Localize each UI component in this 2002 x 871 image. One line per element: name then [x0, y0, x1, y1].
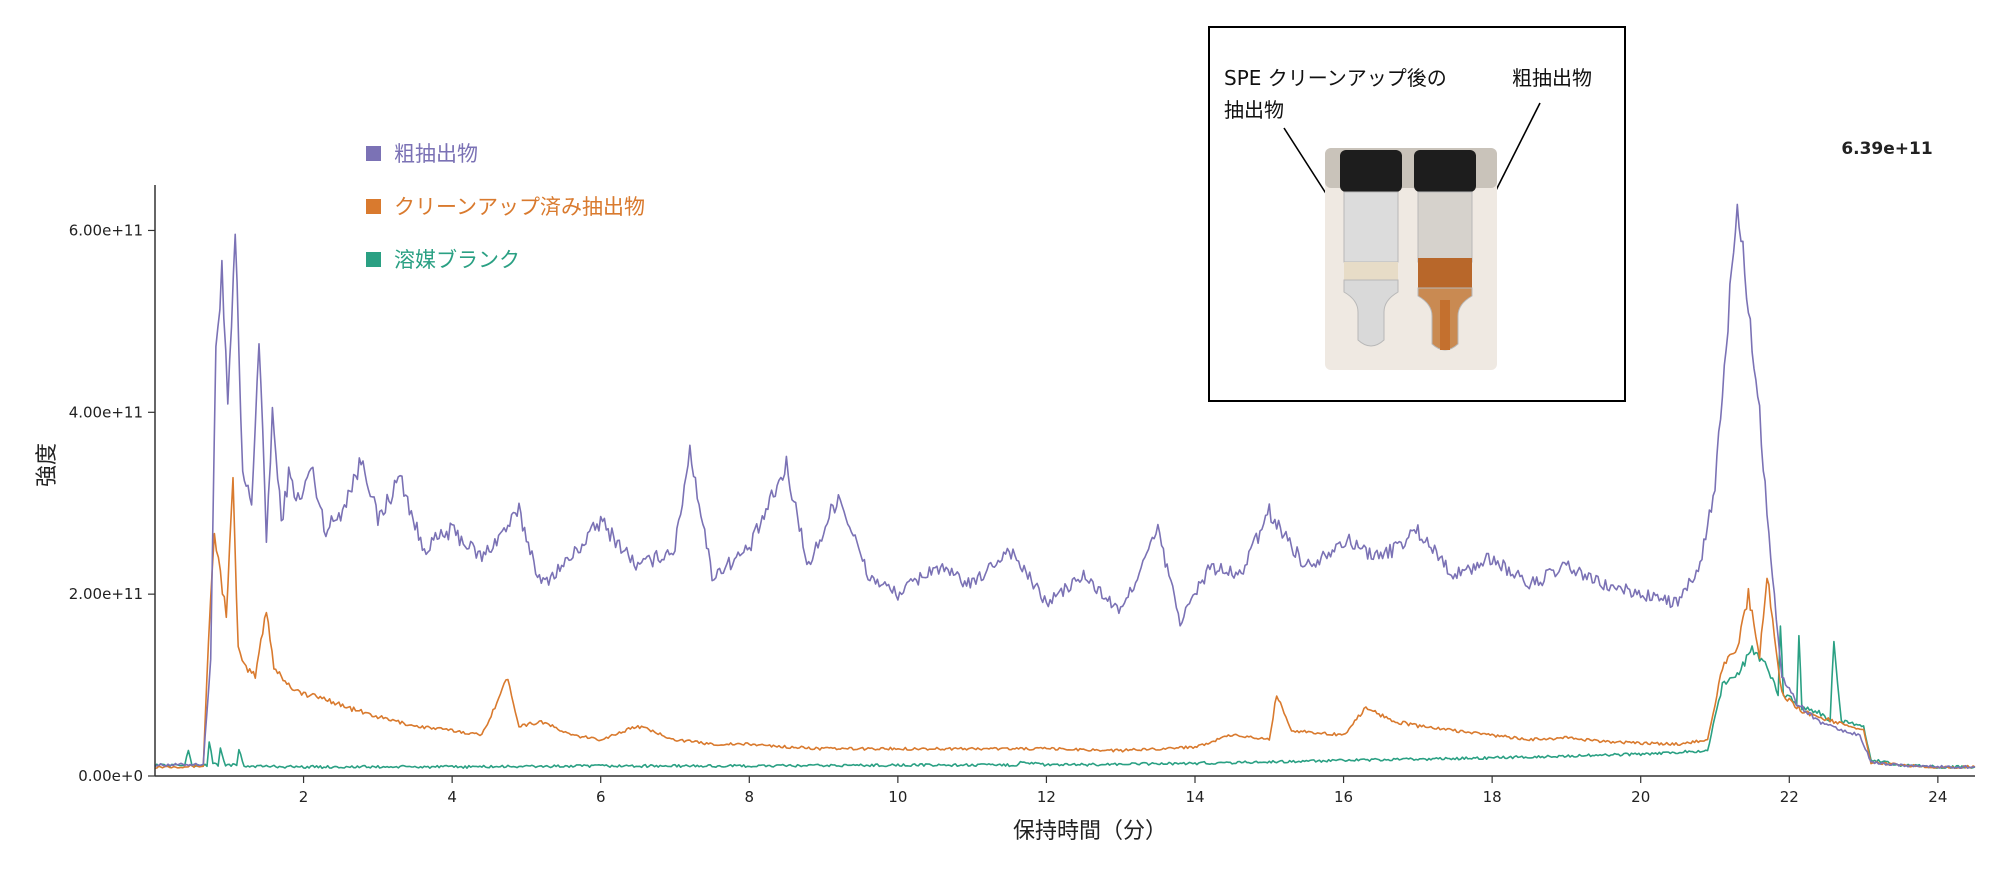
inset-label-cleanup: SPE クリーンアップ後の — [1224, 66, 1447, 90]
vials-photo — [1325, 148, 1497, 370]
legend-label: 溶媒ブランク — [394, 248, 520, 272]
x-tick-label: 2 — [299, 788, 309, 806]
x-tick-label: 6 — [596, 788, 606, 806]
legend-swatch — [366, 199, 381, 214]
legend-swatch — [366, 146, 381, 161]
x-tick-label: 18 — [1483, 788, 1502, 806]
x-tick-label: 8 — [745, 788, 755, 806]
x-tick-label: 4 — [447, 788, 457, 806]
max-intensity-label: 6.39e+11 — [1841, 139, 1932, 159]
inset-label-crude: 粗抽出物 — [1512, 66, 1592, 90]
x-tick-label: 16 — [1334, 788, 1353, 806]
x-tick-label: 10 — [888, 788, 907, 806]
legend-label: 粗抽出物 — [394, 142, 478, 166]
series-line-2 — [154, 625, 1976, 770]
ticks-layer: 2 4 6 8 10 12 14 16 18 20 22 240.00e+02.00e+114.00e… — [69, 221, 1948, 806]
legend-swatch — [366, 252, 381, 267]
series-line-0 — [154, 203, 1975, 769]
inset-label-cleanup-line2: 抽出物 — [1224, 98, 1284, 122]
legend-label: クリーンアップ済み抽出物 — [394, 195, 645, 219]
y-tick-label: 6.00e+11 — [69, 221, 143, 239]
y-axis-title: 強度 — [35, 443, 60, 487]
y-tick-label: 0.00e+0 — [78, 767, 143, 785]
x-tick-label: 22 — [1780, 788, 1799, 806]
x-axis-title: 保持時間（分） — [1013, 819, 1167, 844]
series-layer — [154, 203, 1976, 770]
y-tick-label: 4.00e+11 — [69, 403, 143, 421]
x-tick-label: 12 — [1037, 788, 1056, 806]
x-tick-label: 14 — [1185, 788, 1204, 806]
x-tick-label: 24 — [1928, 788, 1947, 806]
axes-layer — [154, 185, 1975, 777]
y-tick-label: 2.00e+11 — [69, 585, 143, 603]
series-line-1 — [154, 476, 1976, 769]
photo-inset: SPE クリーンアップ後の 抽出物 粗抽出物 — [1208, 26, 1626, 402]
x-tick-label: 20 — [1631, 788, 1650, 806]
